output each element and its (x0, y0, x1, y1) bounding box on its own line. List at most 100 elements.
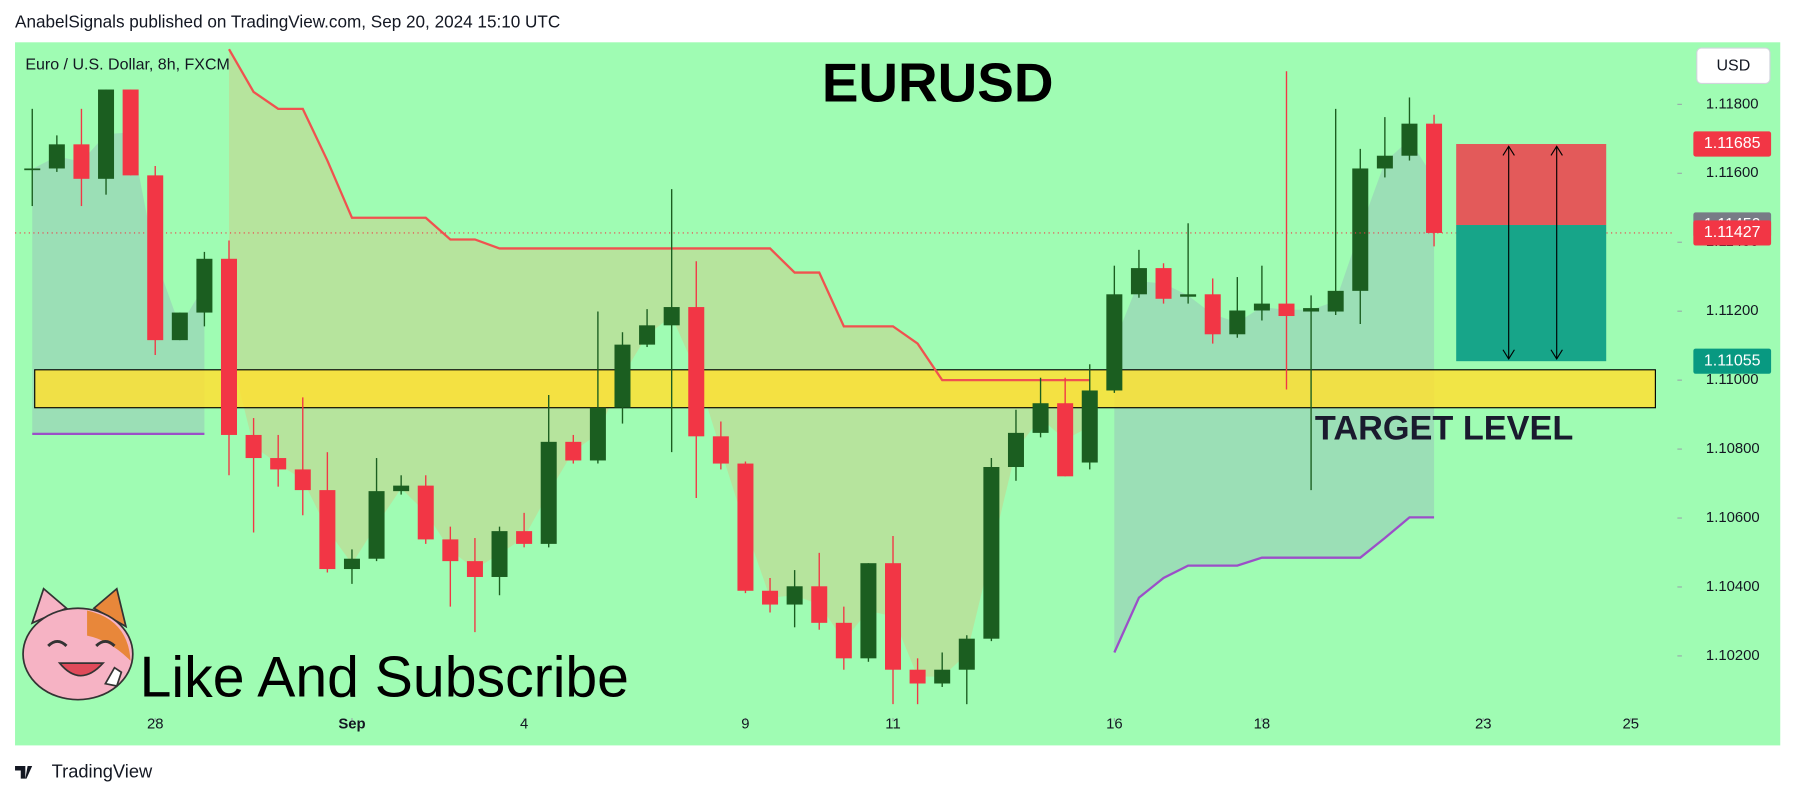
x-tick-label: 23 (1475, 717, 1492, 733)
x-tick-label: 4 (520, 717, 528, 733)
x-tick-label: 16 (1106, 717, 1123, 733)
y-tick-label: 1.10600 (1706, 510, 1760, 526)
candle-body (491, 531, 508, 577)
x-tick-label: 11 (885, 717, 900, 733)
price-label-bg (1693, 348, 1772, 374)
candle-body (1180, 294, 1197, 297)
target-label: TARGET LEVEL (1315, 410, 1573, 448)
mascot-patch (87, 610, 131, 661)
candle-body (516, 531, 533, 544)
caption: Like And Subscribe (140, 645, 629, 709)
logo-mark (15, 765, 33, 779)
candle-body (885, 563, 902, 670)
candle-body (48, 144, 65, 169)
y-tick-label: 1.10200 (1706, 648, 1760, 664)
candle-body (270, 458, 287, 470)
x-tick-label: 25 (1623, 717, 1640, 733)
band-line (228, 48, 1090, 382)
candle-body (589, 407, 606, 461)
candle-body (1352, 168, 1369, 291)
candle-body (1401, 123, 1418, 156)
candle-body (1007, 432, 1024, 468)
y-tick-label: 1.11000 (1706, 372, 1759, 388)
candle-body (343, 558, 360, 570)
candle-body (1057, 403, 1074, 477)
candle-body (417, 485, 434, 540)
price-label: 1.11685 (1704, 135, 1761, 152)
candle-body (934, 669, 951, 684)
x-tick-label: Sep (338, 717, 365, 733)
band-fill (229, 49, 1090, 677)
candle-body (171, 312, 188, 341)
brand-logo (15, 765, 33, 779)
candle-body (1106, 294, 1123, 391)
candle-body (368, 491, 385, 559)
price-label: 1.11427 (1704, 224, 1761, 241)
candle-body (1155, 268, 1172, 299)
candle-body (1081, 390, 1098, 463)
x-tick-label: 18 (1254, 717, 1271, 733)
price-label-bg (1693, 220, 1772, 246)
candle-body (786, 586, 803, 605)
brand-name: TradingView (52, 761, 153, 782)
plot-area: TARGET LEVEL (15, 48, 1676, 705)
candle-body (1032, 403, 1049, 433)
band-fill (32, 132, 205, 434)
candle-body (73, 144, 90, 179)
chart-title: EURUSD (822, 51, 1054, 113)
candle-body (909, 669, 926, 684)
band-line (1113, 516, 1435, 653)
candle-body (1376, 155, 1393, 169)
candle-body (1130, 268, 1147, 295)
candle-body (147, 175, 164, 341)
mascot (22, 587, 134, 701)
candle-body (639, 325, 656, 345)
candle-body (1303, 308, 1320, 312)
currency-label: USD (1716, 58, 1750, 75)
mascot-mouth (57, 662, 106, 677)
candle-body (24, 168, 41, 171)
candle-body (319, 490, 336, 570)
symbol-info: Euro / U.S. Dollar, 8h, FXCM (25, 56, 230, 73)
candle-body (835, 622, 852, 659)
x-tick-label: 28 (147, 717, 164, 733)
y-tick-label: 1.10800 (1706, 441, 1760, 457)
candle-body (540, 441, 557, 544)
publish-info: AnabelSignals published on TradingView.c… (15, 11, 560, 31)
candle-body (98, 89, 115, 179)
candle-body (1327, 290, 1344, 312)
candle-body (860, 563, 877, 659)
candle-body (688, 307, 705, 437)
y-tick-label: 1.10400 (1706, 579, 1760, 595)
candle-body (958, 638, 975, 670)
candle-body (1204, 294, 1221, 335)
mascot-eyes (47, 639, 116, 648)
y-tick-label: 1.11800 (1706, 96, 1759, 112)
candle-body (196, 258, 213, 313)
candle-body (245, 434, 262, 459)
candle-body (442, 539, 459, 562)
arrow-head (1502, 145, 1515, 360)
price-label: 1.11055 (1704, 352, 1761, 369)
mascot-hand (104, 666, 123, 687)
candle-body (1278, 303, 1295, 317)
candle-body (1253, 303, 1270, 311)
profit-zone (1456, 225, 1607, 362)
candle-body (983, 467, 1000, 639)
x-tick-label: 9 (741, 717, 749, 733)
candle-body (762, 590, 779, 605)
candle-body (811, 586, 828, 623)
candle-body (294, 469, 311, 491)
candle-body (614, 344, 631, 408)
target-zone (34, 369, 1656, 409)
currency-button[interactable] (1696, 47, 1771, 85)
stop-zone (1456, 143, 1607, 226)
candle-body (737, 463, 754, 591)
candle-body (712, 436, 729, 464)
y-tick-label: 1.11200 (1706, 303, 1759, 319)
candle-body (565, 441, 582, 461)
candle-body (663, 307, 680, 326)
price-label-bg (1693, 131, 1772, 157)
candle-body (1426, 123, 1443, 233)
